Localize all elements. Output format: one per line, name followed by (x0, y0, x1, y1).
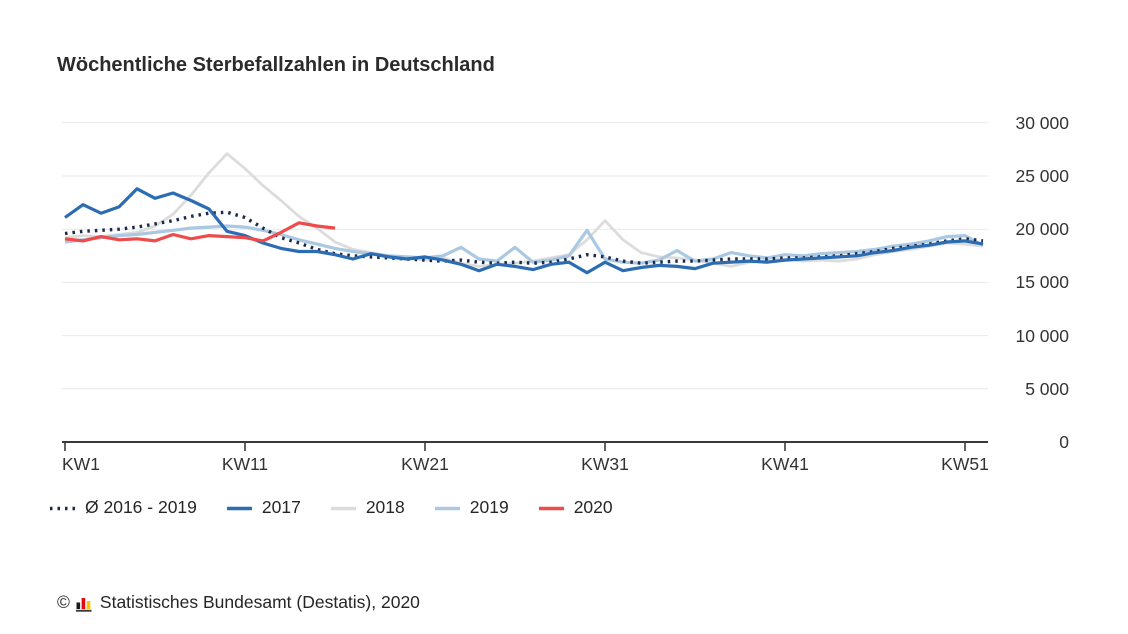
y-tick-label-30000: 30 000 (1015, 112, 1069, 133)
legend-swatch (50, 506, 75, 510)
legend-swatch (434, 506, 460, 510)
series-line-2020 (64, 221, 336, 243)
chart-legend: Ø 2016 - 2019 2017 2018 2019 2020 (49, 497, 642, 518)
series-line-2018 (64, 152, 984, 268)
legend-item-2019: 2019 (434, 497, 509, 518)
legend-label: 2019 (469, 497, 509, 517)
series-line-2017 (64, 187, 984, 275)
legend-label: 2020 (573, 497, 613, 517)
y-tick-label-20000: 20 000 (1015, 219, 1069, 240)
source-attribution: © Statistisches Bundesamt (Destatis), 20… (57, 592, 420, 613)
x-tick-label-KW41: KW41 (761, 454, 809, 474)
legend-item-2018: 2018 (330, 497, 405, 518)
legend-item--2016-2019: Ø 2016 - 2019 (49, 497, 197, 518)
y-tick-label-25000: 25 000 (1015, 166, 1069, 186)
y-tick-label-10000: 10 000 (1015, 325, 1069, 346)
x-tick-label-KW21: KW21 (401, 454, 449, 474)
y-tick-label-0: 0 (1059, 432, 1069, 452)
source-text: Statistisches Bundesamt (Destatis), 2020 (99, 592, 420, 612)
x-tick-label-KW11: KW11 (221, 454, 269, 474)
legend-swatch (538, 506, 564, 510)
y-tick-label-15000: 15 000 (1015, 272, 1069, 293)
legend-item-2017: 2017 (226, 497, 301, 518)
legend-swatch (226, 506, 252, 510)
destatis-logo-icon (75, 597, 92, 612)
legend-label: Ø 2016 - 2019 (85, 497, 197, 517)
series-line-2019 (64, 224, 984, 265)
legend-swatch (330, 506, 356, 510)
y-tick-label-5000: 5 000 (1025, 378, 1069, 399)
x-tick-label-KW1: KW1 (62, 454, 100, 474)
legend-label: 2017 (261, 497, 301, 517)
x-tick-label-KW31: KW31 (581, 454, 629, 474)
chart-title: Wöchentliche Sterbefallzahlen in Deutsch… (57, 54, 495, 76)
x-tick-label-KW51: KW51 (941, 454, 989, 474)
copyright-symbol: © (57, 592, 70, 612)
legend-label: 2018 (365, 497, 405, 517)
legend-item-2020: 2020 (538, 497, 613, 518)
